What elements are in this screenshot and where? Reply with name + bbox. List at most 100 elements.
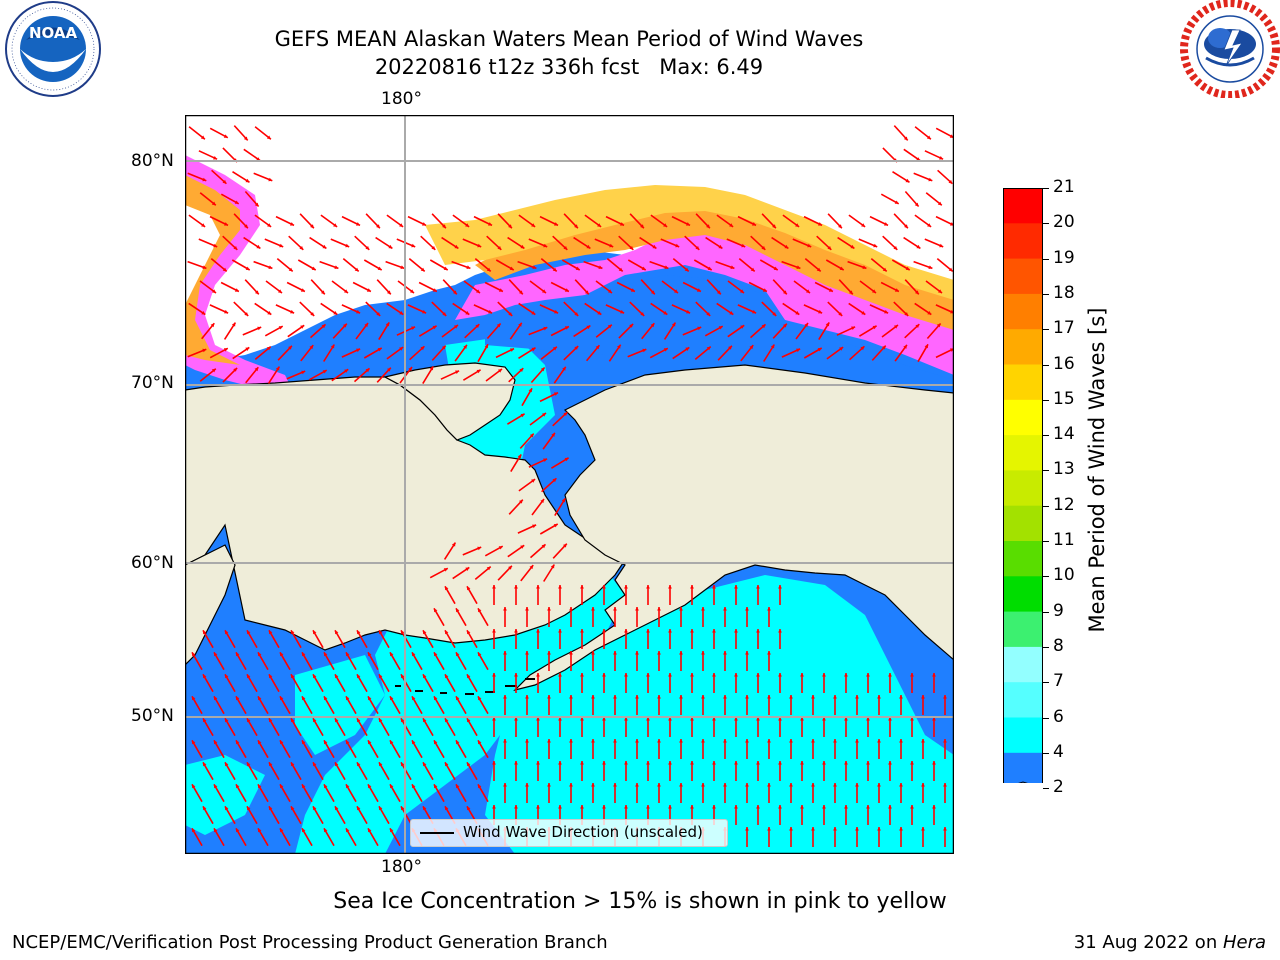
wind-wave-arrowhead <box>269 674 273 679</box>
wind-wave-arrowhead <box>211 368 216 373</box>
wind-wave-arrowhead <box>434 652 438 657</box>
wind-wave-arrowhead <box>717 290 721 295</box>
wind-wave-arrowhead <box>806 289 810 293</box>
wind-wave-arrowhead <box>855 739 859 743</box>
wind-wave-arrowhead <box>894 325 898 329</box>
wind-wave-arrowhead <box>311 266 316 270</box>
wind-wave-arrowhead <box>921 827 925 831</box>
colorbar-segment <box>1003 470 1043 507</box>
wind-wave-arrowhead <box>445 762 449 767</box>
wind-wave-arrowhead <box>690 585 694 589</box>
wind-wave-arrowhead <box>236 652 240 657</box>
wind-wave-arrowhead <box>690 805 694 809</box>
wind-wave-arrowhead <box>324 696 328 701</box>
wind-wave-arrowhead <box>558 717 562 721</box>
wind-wave-arrowhead <box>266 135 271 140</box>
wind-wave-arrowhead <box>476 369 481 374</box>
wind-wave-arrowhead <box>591 783 595 787</box>
noaa-logo-text: NOAA <box>29 24 78 42</box>
wind-wave-arrowhead <box>778 629 782 633</box>
wind-wave-arrowhead <box>278 289 282 293</box>
wind-wave-arrowhead <box>651 290 655 295</box>
wind-wave-arrowhead <box>451 542 456 547</box>
wind-wave-arrowhead <box>943 783 947 787</box>
wind-wave-arrowhead <box>552 478 557 483</box>
wind-wave-arrowhead <box>712 761 716 765</box>
wind-wave-arrowhead <box>519 368 524 372</box>
wind-wave-arrowhead <box>635 783 639 787</box>
wind-wave-arrowhead <box>789 695 793 699</box>
wind-wave-arrowhead <box>723 695 727 699</box>
wind-wave-arrowhead <box>368 652 372 657</box>
wind-wave-arrowhead <box>334 265 339 269</box>
colorbar-segment <box>1003 717 1043 754</box>
wind-wave-arrowhead <box>441 345 446 350</box>
wind-wave-arrowhead <box>432 325 437 330</box>
wind-wave-arrowhead <box>503 783 507 787</box>
wind-wave-arrowhead <box>613 695 617 699</box>
wind-wave-arrowhead <box>454 244 459 249</box>
wind-wave-arrowhead <box>222 179 227 184</box>
wind-wave-arrowhead <box>679 651 683 655</box>
wind-wave-arrowhead <box>492 717 496 721</box>
wind-wave-arrowhead <box>924 344 928 349</box>
wind-wave-arrowhead <box>550 564 555 569</box>
wind-wave-arrowhead <box>547 607 551 611</box>
wind-wave-arrowhead <box>569 695 573 699</box>
wind-wave-arrowhead <box>299 246 304 250</box>
wind-wave-arrowhead <box>346 784 350 789</box>
wind-wave-arrowhead <box>364 323 368 327</box>
wind-wave-arrowhead <box>245 178 250 183</box>
wind-wave-arrowhead <box>745 783 749 787</box>
wind-wave-arrowhead <box>268 177 273 182</box>
wind-wave-arrowhead <box>701 607 705 611</box>
wind-wave-arrowhead <box>921 695 925 699</box>
colorbar-tick-mark <box>1043 470 1049 472</box>
colorbar-tick-mark <box>1043 293 1049 295</box>
wind-wave-arrowhead <box>927 311 932 315</box>
wind-wave-arrowhead <box>422 309 427 314</box>
wind-wave-arrowhead <box>756 673 760 677</box>
wind-wave-arrowhead <box>412 740 416 745</box>
wind-wave-arrowhead <box>563 543 567 548</box>
wind-wave-arrowhead <box>247 762 251 767</box>
wind-wave-arrowhead <box>888 717 892 721</box>
wind-wave-arrowhead <box>855 827 859 831</box>
wind-wave-arrowhead <box>800 805 804 809</box>
colorbar-tick-mark <box>1043 505 1049 507</box>
wind-wave-arrowhead <box>529 565 534 570</box>
wind-wave-arrowhead <box>222 267 227 272</box>
wind-wave-arrowhead <box>825 322 830 327</box>
wind-wave-arrowhead <box>234 288 239 292</box>
wind-wave-arrowhead <box>434 784 438 789</box>
wind-wave-arrowhead <box>620 222 624 226</box>
colorbar-tick-mark <box>1043 329 1049 331</box>
wind-wave-arrowhead <box>620 309 625 314</box>
wind-wave-arrowhead <box>624 585 628 589</box>
wind-wave-arrowhead <box>422 222 426 226</box>
wind-wave-arrowhead <box>517 454 522 459</box>
wind-wave-arrowhead <box>536 629 540 633</box>
wind-wave-arrowhead <box>203 806 207 811</box>
wind-wave-arrowhead <box>497 246 502 250</box>
wind-wave-arrowhead <box>668 805 672 809</box>
map-panel <box>184 114 955 855</box>
wind-wave-arrowhead <box>772 312 777 316</box>
wind-wave-arrowhead <box>335 762 339 767</box>
wind-wave-arrowhead <box>236 740 240 745</box>
wind-wave-arrowhead <box>411 243 416 248</box>
wind-wave-arrowhead <box>943 739 947 743</box>
lat-label-50: 50°N <box>131 706 174 726</box>
wind-wave-arrowhead <box>258 784 262 789</box>
colorbar-tick-mark <box>1043 399 1049 401</box>
wind-wave-arrowhead <box>532 524 537 529</box>
footer-machine: Hera <box>1222 932 1266 953</box>
wind-wave-arrowhead <box>519 499 523 504</box>
wind-wave-arrowhead <box>411 326 416 330</box>
wind-wave-arrowhead <box>789 739 793 743</box>
wind-wave-arrowhead <box>795 311 800 315</box>
wind-wave-arrowhead <box>926 135 931 140</box>
wind-wave-arrowhead <box>635 607 639 611</box>
wind-wave-arrowhead <box>872 325 877 330</box>
wind-wave-arrowhead <box>778 585 782 589</box>
